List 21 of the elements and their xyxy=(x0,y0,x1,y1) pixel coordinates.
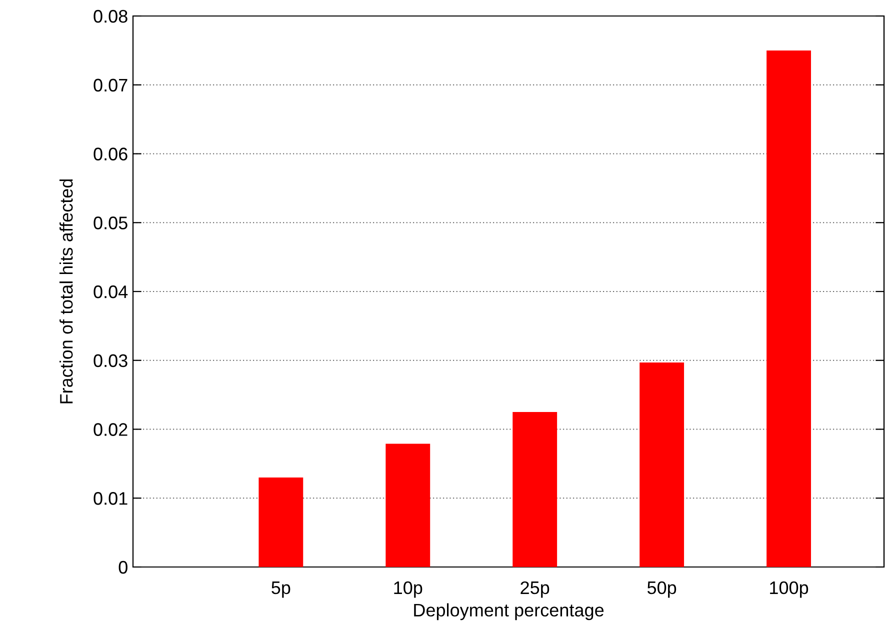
x-tick-label: 5p xyxy=(272,582,290,598)
bar xyxy=(640,362,684,567)
x-tick-label: 10p xyxy=(394,581,422,598)
x-axis-title: Deployment percentage xyxy=(414,603,604,620)
y-tick-label: 0.02 xyxy=(94,423,128,436)
bar xyxy=(386,444,430,567)
y-tick-label: 0.06 xyxy=(94,148,128,160)
x-tick-label: 50p xyxy=(647,581,676,598)
bar xyxy=(766,50,811,567)
y-tick-label: 0.08 xyxy=(94,10,128,23)
y-tick-label: 0 xyxy=(118,560,128,574)
bar xyxy=(512,412,558,567)
y-axis-title: Fraction of total hits affected xyxy=(60,179,73,404)
y-tick-label: 0.04 xyxy=(94,285,128,298)
bar xyxy=(258,477,304,567)
x-tick-label: 25p xyxy=(520,581,550,598)
y-tick-label: 0.01 xyxy=(94,492,128,505)
y-tick-label: 0.05 xyxy=(94,216,128,230)
y-tick-label: 0.03 xyxy=(94,354,128,368)
x-tick-label: 100p xyxy=(770,581,808,598)
y-tick-label: 0.07 xyxy=(94,78,128,92)
